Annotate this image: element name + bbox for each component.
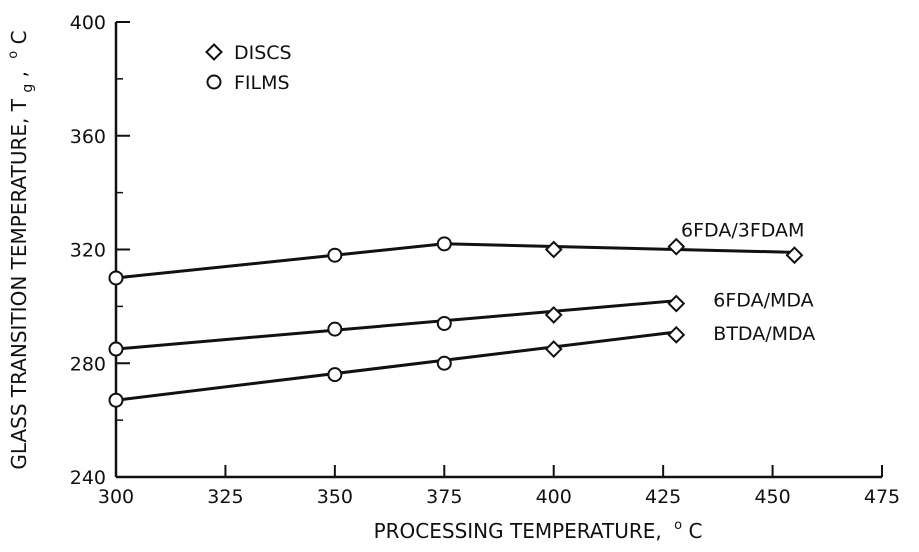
y-axis-comma: ,: [7, 71, 31, 77]
y-axis-unit: C: [7, 30, 31, 44]
y-axis-title: GLASS TRANSITION TEMPERATURE, T g , o C: [0, 30, 37, 469]
x-tick-label: 350: [317, 486, 353, 508]
x-tick-label: 400: [536, 486, 572, 508]
x-tick-label: 425: [645, 486, 681, 508]
series-line: [115, 330, 677, 402]
series-line: [115, 299, 677, 351]
film-point: [327, 367, 343, 383]
y-tick-label: 360: [70, 126, 106, 148]
x-tick-label: 325: [207, 486, 243, 508]
film-point: [108, 392, 124, 408]
y-axis-subscript: g: [20, 84, 36, 93]
series-label: BTDA/MDA: [713, 323, 815, 345]
x-tick-label: 375: [426, 486, 462, 508]
disc-point: [544, 305, 563, 324]
y-axis-title-text: GLASS TRANSITION TEMPERATURE, T: [7, 98, 31, 469]
legend-label: FILMS: [234, 72, 290, 94]
data-markers: [108, 236, 804, 408]
legend-diamond-marker: [205, 43, 223, 61]
series-line: [115, 242, 795, 280]
axes: 300 325 350 375 400 425 450 475 240 280 320 360 400: [70, 12, 900, 508]
film-point: [108, 341, 124, 357]
y-tick-label: 280: [70, 353, 106, 375]
x-tick-label: 300: [98, 486, 134, 508]
disc-point: [667, 294, 686, 313]
x-axis-title: PROCESSING TEMPERATURE, o C: [374, 510, 703, 543]
x-tick-label: 450: [754, 486, 790, 508]
disc-point: [785, 246, 804, 265]
x-axis-unit: C: [688, 519, 702, 543]
y-axis-degree: o: [6, 51, 21, 59]
film-point: [436, 236, 452, 252]
series-labels: 6FDA/3FDAM 6FDA/MDA BTDA/MDA: [681, 219, 815, 345]
y-tick-label: 320: [70, 240, 106, 262]
film-point: [436, 355, 452, 371]
legend: DISCS FILMS: [205, 42, 292, 94]
film-point: [108, 270, 124, 286]
series-label: 6FDA/MDA: [713, 290, 813, 312]
legend-circle-marker: [206, 74, 222, 90]
disc-point: [667, 237, 686, 256]
disc-point: [544, 340, 563, 358]
y-tick-label: 240: [70, 467, 106, 489]
series-lines: [115, 242, 795, 402]
film-point: [327, 247, 343, 263]
disc-point: [667, 325, 686, 344]
x-tick-label: 475: [864, 486, 900, 508]
film-point: [327, 321, 343, 337]
film-point: [436, 315, 452, 331]
legend-label: DISCS: [234, 42, 292, 64]
y-tick-label: 400: [70, 12, 106, 34]
disc-point: [544, 240, 563, 259]
x-axis-degree: o: [674, 518, 682, 533]
series-label: 6FDA/3FDAM: [681, 219, 804, 241]
x-axis-title-text: PROCESSING TEMPERATURE,: [374, 519, 662, 543]
